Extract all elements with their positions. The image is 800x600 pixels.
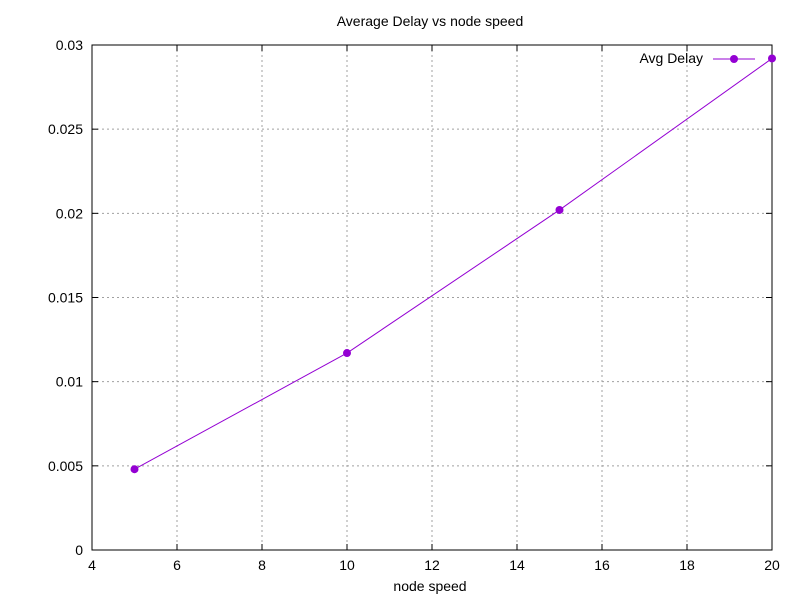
x-tick-label: 18: [679, 557, 695, 573]
x-tick-label: 14: [509, 557, 525, 573]
data-point: [130, 465, 139, 474]
legend: Avg Delay: [639, 50, 755, 66]
data-point: [343, 349, 351, 358]
x-tick-label: 12: [424, 557, 440, 573]
x-tick-label: 8: [258, 557, 266, 573]
x-tick-label: 4: [88, 557, 96, 573]
series-line: [134, 58, 773, 470]
y-tick-label: 0.005: [48, 458, 83, 474]
y-tick-label: 0.02: [56, 205, 83, 221]
y-tick-label: 0.015: [48, 290, 83, 306]
x-tick-label: 10: [339, 557, 355, 573]
y-tick-labels: 0 0.005 0.01 0.015 0.02 0.025 0.03: [48, 37, 83, 558]
chart-title: Average Delay vs node speed: [337, 13, 524, 29]
data-point: [555, 205, 564, 214]
series-layer: [130, 54, 776, 474]
x-tick-label: 16: [594, 557, 610, 573]
y-tick-label: 0.025: [48, 121, 83, 137]
y-tick-label: 0.03: [56, 37, 83, 53]
plot-frame: [91, 44, 773, 551]
x-axis-label: node speed: [393, 578, 466, 594]
x-tick-label: 20: [764, 557, 780, 573]
legend-label: Avg Delay: [639, 50, 703, 66]
data-point: [768, 54, 776, 63]
x-tick-label: 6: [173, 557, 181, 573]
y-tick-label: 0.01: [56, 374, 83, 390]
x-tick-labels: 4 6 8 10 12 14 16 18 20: [88, 557, 780, 573]
y-tick-label: 0: [75, 542, 83, 558]
legend-marker: [730, 55, 738, 63]
grid-lines: [92, 45, 772, 550]
